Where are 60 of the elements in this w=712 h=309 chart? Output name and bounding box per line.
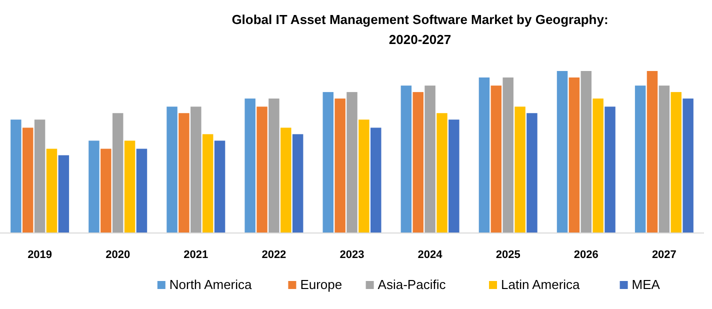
bar — [634, 86, 646, 233]
bar — [46, 148, 58, 233]
bar — [202, 134, 214, 233]
bar — [214, 140, 226, 233]
bar — [502, 77, 514, 233]
x-tick-label: 2027 — [652, 249, 676, 261]
bar — [10, 120, 22, 233]
bar — [514, 106, 526, 233]
bar — [244, 98, 256, 233]
bar — [658, 86, 670, 233]
bar — [136, 148, 148, 233]
bar — [568, 77, 580, 233]
bar — [448, 120, 460, 233]
bar — [178, 113, 190, 233]
bar — [292, 134, 304, 233]
bar — [412, 92, 424, 233]
legend-label: Europe — [300, 277, 342, 292]
bar — [682, 98, 694, 233]
bar — [358, 120, 370, 233]
bar — [268, 98, 280, 233]
x-tick-label: 2019 — [28, 249, 52, 261]
bar — [400, 86, 412, 233]
bar — [592, 98, 604, 233]
legend-label: Asia-Pacific — [378, 277, 446, 292]
bar — [280, 128, 292, 233]
x-tick-label: 2024 — [418, 249, 444, 261]
bar — [88, 140, 100, 233]
bar — [34, 120, 46, 233]
bar — [22, 128, 34, 233]
bar — [604, 106, 616, 233]
bar — [526, 113, 538, 233]
bar — [124, 140, 136, 233]
bar — [190, 106, 202, 233]
bar — [58, 155, 70, 233]
bar — [322, 92, 334, 233]
bar — [424, 86, 436, 233]
bar — [112, 113, 124, 233]
x-tick-label: 2020 — [106, 249, 130, 261]
bar — [478, 77, 490, 233]
bar — [556, 71, 568, 233]
bar — [580, 71, 592, 233]
bar — [646, 71, 658, 233]
chart-title: Global IT Asset Management Software Market by Geography: 2020-2027 — [232, 12, 608, 47]
bar — [370, 128, 382, 233]
bar — [490, 86, 502, 233]
bar — [670, 92, 682, 233]
x-tick-label: 2023 — [340, 249, 364, 261]
x-tick-label: 2026 — [574, 249, 598, 261]
bar — [346, 92, 358, 233]
bar — [334, 98, 346, 233]
legend-label: North America — [169, 277, 253, 292]
x-tick-label: 2025 — [496, 249, 520, 261]
x-tick-label: 2021 — [184, 249, 208, 261]
x-tick-label: 2022 — [262, 249, 286, 261]
bar — [256, 106, 268, 233]
legend-label: MEA — [632, 277, 660, 292]
bar — [100, 148, 112, 233]
bar — [436, 113, 448, 233]
bar — [166, 106, 178, 233]
legend-label: Latin America — [501, 277, 581, 292]
